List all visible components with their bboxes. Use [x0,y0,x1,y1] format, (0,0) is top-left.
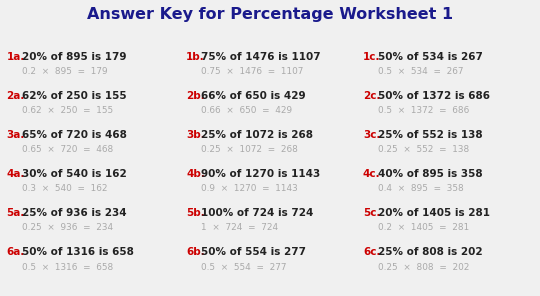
Text: 0.25  ×  808  =  202: 0.25 × 808 = 202 [378,263,469,271]
Text: 1  ×  724  =  724: 1 × 724 = 724 [201,223,279,232]
Text: 5b.: 5b. [186,208,205,218]
Text: 66% of 650 is 429: 66% of 650 is 429 [201,91,306,101]
Text: 90% of 1270 is 1143: 90% of 1270 is 1143 [201,169,321,179]
Text: 5c.: 5c. [363,208,380,218]
Text: 0.75  ×  1476  =  1107: 0.75 × 1476 = 1107 [201,67,304,76]
Text: 40% of 895 is 358: 40% of 895 is 358 [378,169,483,179]
Text: 0.25  ×  552  =  138: 0.25 × 552 = 138 [378,145,469,154]
Text: 0.2  ×  895  =  179: 0.2 × 895 = 179 [22,67,107,76]
Text: 50% of 554 is 277: 50% of 554 is 277 [201,247,306,257]
Text: 1a.: 1a. [6,52,25,62]
Text: 0.2  ×  1405  =  281: 0.2 × 1405 = 281 [378,223,469,232]
Text: 50% of 534 is 267: 50% of 534 is 267 [378,52,483,62]
Text: 3b.: 3b. [186,130,205,140]
Text: 1c.: 1c. [363,52,380,62]
Text: 30% of 540 is 162: 30% of 540 is 162 [22,169,126,179]
Text: 6b.: 6b. [186,247,205,257]
Text: 0.66  ×  650  =  429: 0.66 × 650 = 429 [201,106,293,115]
Text: 65% of 720 is 468: 65% of 720 is 468 [22,130,126,140]
Text: 25% of 808 is 202: 25% of 808 is 202 [378,247,483,257]
Text: 2b.: 2b. [186,91,205,101]
Text: 2a.: 2a. [6,91,25,101]
Text: 3c.: 3c. [363,130,380,140]
Text: 4c.: 4c. [363,169,381,179]
Text: 0.4  ×  895  =  358: 0.4 × 895 = 358 [378,184,464,193]
Text: 25% of 1072 is 268: 25% of 1072 is 268 [201,130,313,140]
Text: 0.9  ×  1270  =  1143: 0.9 × 1270 = 1143 [201,184,298,193]
Text: 75% of 1476 is 1107: 75% of 1476 is 1107 [201,52,321,62]
Text: 3a.: 3a. [6,130,25,140]
Text: 6a.: 6a. [6,247,25,257]
Text: 1b.: 1b. [186,52,205,62]
Text: 2c.: 2c. [363,91,380,101]
Text: 4b.: 4b. [186,169,205,179]
Text: 0.5  ×  1372  =  686: 0.5 × 1372 = 686 [378,106,469,115]
Text: 4a.: 4a. [6,169,25,179]
Text: 0.5  ×  534  =  267: 0.5 × 534 = 267 [378,67,463,76]
Text: Answer Key for Percentage Worksheet 1: Answer Key for Percentage Worksheet 1 [87,7,453,22]
Text: 50% of 1372 is 686: 50% of 1372 is 686 [378,91,490,101]
Text: 6c.: 6c. [363,247,380,257]
Text: 25% of 552 is 138: 25% of 552 is 138 [378,130,483,140]
Text: 20% of 1405 is 281: 20% of 1405 is 281 [378,208,490,218]
Text: 0.25  ×  936  =  234: 0.25 × 936 = 234 [22,223,113,232]
Text: 0.3  ×  540  =  162: 0.3 × 540 = 162 [22,184,107,193]
Text: 50% of 1316 is 658: 50% of 1316 is 658 [22,247,133,257]
Text: 0.5  ×  1316  =  658: 0.5 × 1316 = 658 [22,263,113,271]
Text: 100% of 724 is 724: 100% of 724 is 724 [201,208,314,218]
Text: 20% of 895 is 179: 20% of 895 is 179 [22,52,126,62]
Text: 62% of 250 is 155: 62% of 250 is 155 [22,91,126,101]
Text: 25% of 936 is 234: 25% of 936 is 234 [22,208,126,218]
Text: 0.25  ×  1072  =  268: 0.25 × 1072 = 268 [201,145,298,154]
Text: 5a.: 5a. [6,208,25,218]
Text: 0.62  ×  250  =  155: 0.62 × 250 = 155 [22,106,113,115]
Text: 0.65  ×  720  =  468: 0.65 × 720 = 468 [22,145,113,154]
Text: 0.5  ×  554  =  277: 0.5 × 554 = 277 [201,263,287,271]
